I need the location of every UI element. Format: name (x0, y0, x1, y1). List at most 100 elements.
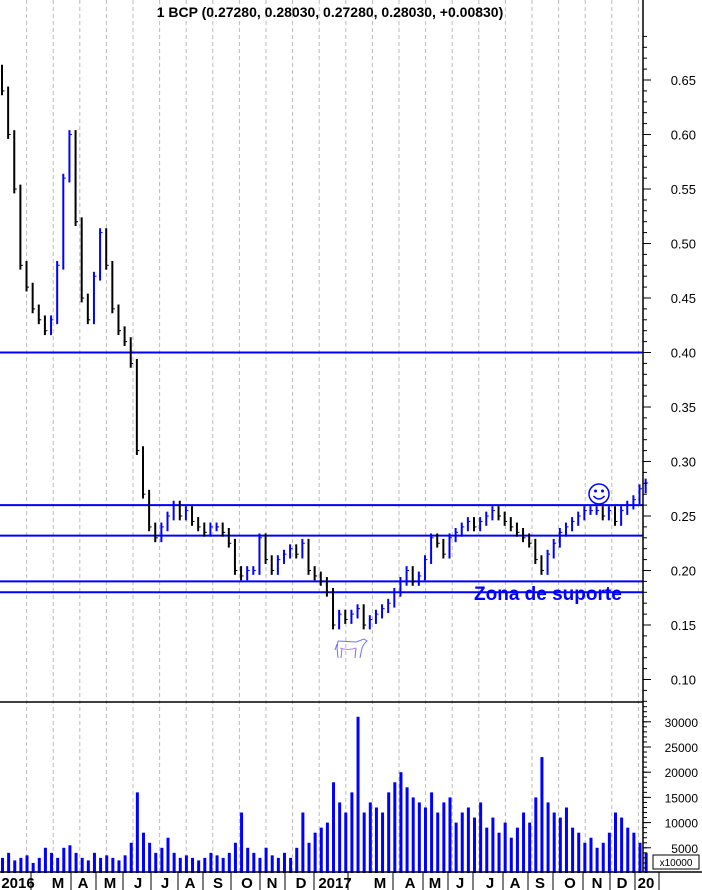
volume-bar (37, 857, 41, 873)
volume-unit-box (652, 854, 700, 870)
volume-bar (252, 852, 256, 873)
volume-bar (552, 812, 556, 873)
volume-tick-label: 15000 (665, 791, 699, 805)
support-resistance-lines (0, 351, 643, 594)
volume-bar (485, 827, 489, 873)
volume-bar (620, 817, 624, 873)
volume-bar (246, 847, 250, 873)
volume-bar (325, 822, 329, 873)
volume-bar (68, 845, 72, 873)
volume-bar (344, 812, 348, 873)
annotation-zona-de-suporte: Zona de suporte (474, 584, 622, 605)
volume-bar (595, 847, 599, 873)
x-tick-label: 2016 (1, 875, 34, 890)
volume-bar (307, 842, 311, 873)
volume-bar (601, 842, 605, 873)
grid (26, 0, 639, 872)
volume-bar (7, 852, 11, 873)
volume-tick-label: 25000 (665, 741, 699, 755)
volume-bar (166, 837, 170, 873)
volume-bar (154, 852, 158, 873)
volume-bar (191, 857, 195, 873)
price-tick-label: 0.10 (671, 673, 696, 688)
x-tick-label: A (78, 875, 89, 890)
volume-bar (466, 807, 470, 873)
volume-bar (13, 860, 17, 873)
price-tick-label: 0.15 (671, 618, 696, 633)
volume-bar (332, 782, 336, 873)
price-tick-label: 0.60 (671, 128, 696, 143)
volume-bar (522, 812, 526, 873)
volume-bar (473, 817, 477, 873)
volume-tick-label: 10000 (665, 817, 699, 831)
volume-bar (515, 827, 519, 873)
volume-bar (50, 852, 54, 873)
volume-bar (160, 847, 164, 873)
volume-bar (546, 802, 550, 873)
volume-tick-label: 30000 (665, 716, 699, 730)
x-tick-label: D (296, 875, 307, 890)
price-tick-label: 0.55 (671, 182, 696, 197)
volume-bar (240, 812, 244, 873)
volume-bar (141, 832, 145, 873)
volume-bar (607, 832, 611, 873)
volume-bar (399, 772, 403, 873)
volume-bar (571, 827, 575, 873)
volume-bar (215, 855, 219, 873)
volume-bar (117, 860, 121, 873)
x-tick-label: 20 (638, 875, 655, 890)
x-tick-label: A (510, 875, 521, 890)
volume-bar (589, 837, 593, 873)
volume-bar (148, 842, 152, 873)
volume-bar (368, 802, 372, 873)
volume-tick-label: 5000 (671, 842, 698, 856)
volume-bar (503, 822, 507, 873)
volume-bar (264, 847, 268, 873)
volume-bar (374, 807, 378, 873)
x-tick-label: M (374, 875, 387, 890)
volume-bar (528, 822, 532, 873)
x-tick-label: J (456, 875, 464, 890)
x-tick-label: N (592, 875, 603, 890)
price-tick-label: 0.20 (671, 564, 696, 579)
x-tick-label: J (134, 875, 142, 890)
volume-bar (558, 817, 562, 873)
volume-bar (614, 812, 617, 873)
volume-bar (509, 837, 513, 873)
volume-bar (172, 852, 176, 873)
volume-axis: 30000 25000 20000 15000 10000 5000 (643, 706, 699, 869)
volume-bar (282, 852, 286, 873)
volume-bar (123, 855, 127, 873)
volume-bar (295, 847, 299, 873)
x-tick-label: O (241, 875, 253, 890)
volume-bar (111, 857, 115, 873)
volume-bar (381, 812, 385, 873)
volume-bar (417, 802, 421, 873)
volume-bar (479, 802, 483, 873)
volume-bar (564, 807, 568, 873)
volume-bar (577, 832, 581, 873)
volume-bar (270, 855, 274, 873)
volume-bar (221, 857, 225, 873)
volume-bar (227, 852, 231, 873)
volume-bar (448, 797, 452, 873)
volume-bar (25, 855, 29, 873)
price-tick-label: 0.65 (671, 73, 696, 88)
x-tick-label: O (564, 875, 576, 890)
x-tick-label: 2017 (318, 875, 351, 890)
volume-bar (583, 842, 587, 873)
bull-icon (334, 638, 368, 659)
volume-bar (92, 852, 96, 873)
x-tick-label: S (213, 875, 223, 890)
volume-bar (534, 797, 538, 873)
volume-bar (393, 782, 397, 873)
volume-bar (178, 857, 182, 873)
volume-bar (338, 802, 342, 873)
volume-bar (86, 860, 90, 873)
volume-bar (454, 822, 458, 873)
x-tick-label: N (267, 875, 278, 890)
volume-bars (1, 716, 648, 873)
volume-unit-label: x10000 (660, 858, 693, 869)
x-tick-label: M (104, 875, 117, 890)
volume-bar (74, 852, 78, 873)
